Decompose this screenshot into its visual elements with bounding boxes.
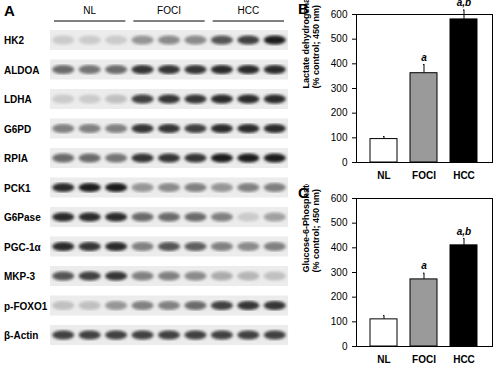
svg-text:HCC: HCC <box>453 354 475 365</box>
svg-text:NL: NL <box>377 354 390 365</box>
svg-text:p-FOXO1: p-FOXO1 <box>4 301 48 312</box>
svg-text:RPIA: RPIA <box>4 153 28 164</box>
svg-text:FOCI: FOCI <box>157 5 181 16</box>
svg-text:FOCI: FOCI <box>412 170 436 181</box>
svg-text:600: 600 <box>331 9 348 20</box>
svg-text:0: 0 <box>342 341 348 352</box>
svg-text:HK2: HK2 <box>4 35 24 46</box>
svg-text:HCC: HCC <box>237 5 259 16</box>
svg-text:G6PD: G6PD <box>4 124 31 135</box>
svg-text:200: 200 <box>331 107 348 118</box>
svg-text:β-Actin: β-Actin <box>4 330 38 341</box>
svg-text:a,b: a,b <box>457 0 471 8</box>
svg-text:500: 500 <box>331 33 348 44</box>
svg-text:400: 400 <box>331 58 348 69</box>
svg-text:a,b: a,b <box>457 226 471 237</box>
svg-text:NL: NL <box>377 170 390 181</box>
svg-text:a: a <box>421 52 427 63</box>
svg-text:300: 300 <box>331 83 348 94</box>
svg-text:ALDOA: ALDOA <box>4 65 40 76</box>
svg-text:A: A <box>4 2 15 19</box>
svg-text:NL: NL <box>83 5 96 16</box>
svg-text:HCC: HCC <box>453 170 475 181</box>
svg-text:500: 500 <box>331 217 348 228</box>
svg-text:PCK1: PCK1 <box>4 183 31 194</box>
html-text:C: C <box>298 184 309 201</box>
svg-text:600: 600 <box>331 193 348 204</box>
svg-text:PGC-1α: PGC-1α <box>4 242 42 253</box>
svg-text:LDHA: LDHA <box>4 94 32 105</box>
svg-text:G6Pase: G6Pase <box>4 212 41 223</box>
svg-text:400: 400 <box>331 242 348 253</box>
svg-text:100: 100 <box>331 132 348 143</box>
svg-text:100: 100 <box>331 316 348 327</box>
svg-text:a: a <box>421 260 427 271</box>
svg-text:300: 300 <box>331 267 348 278</box>
html-text:B: B <box>298 0 309 17</box>
svg-text:MKP-3: MKP-3 <box>4 271 36 282</box>
svg-text:0: 0 <box>342 157 348 168</box>
html-text:(% control; 450 nm): (% control; 450 nm) <box>311 189 321 273</box>
svg-text:200: 200 <box>331 291 348 302</box>
svg-text:FOCI: FOCI <box>412 354 436 365</box>
